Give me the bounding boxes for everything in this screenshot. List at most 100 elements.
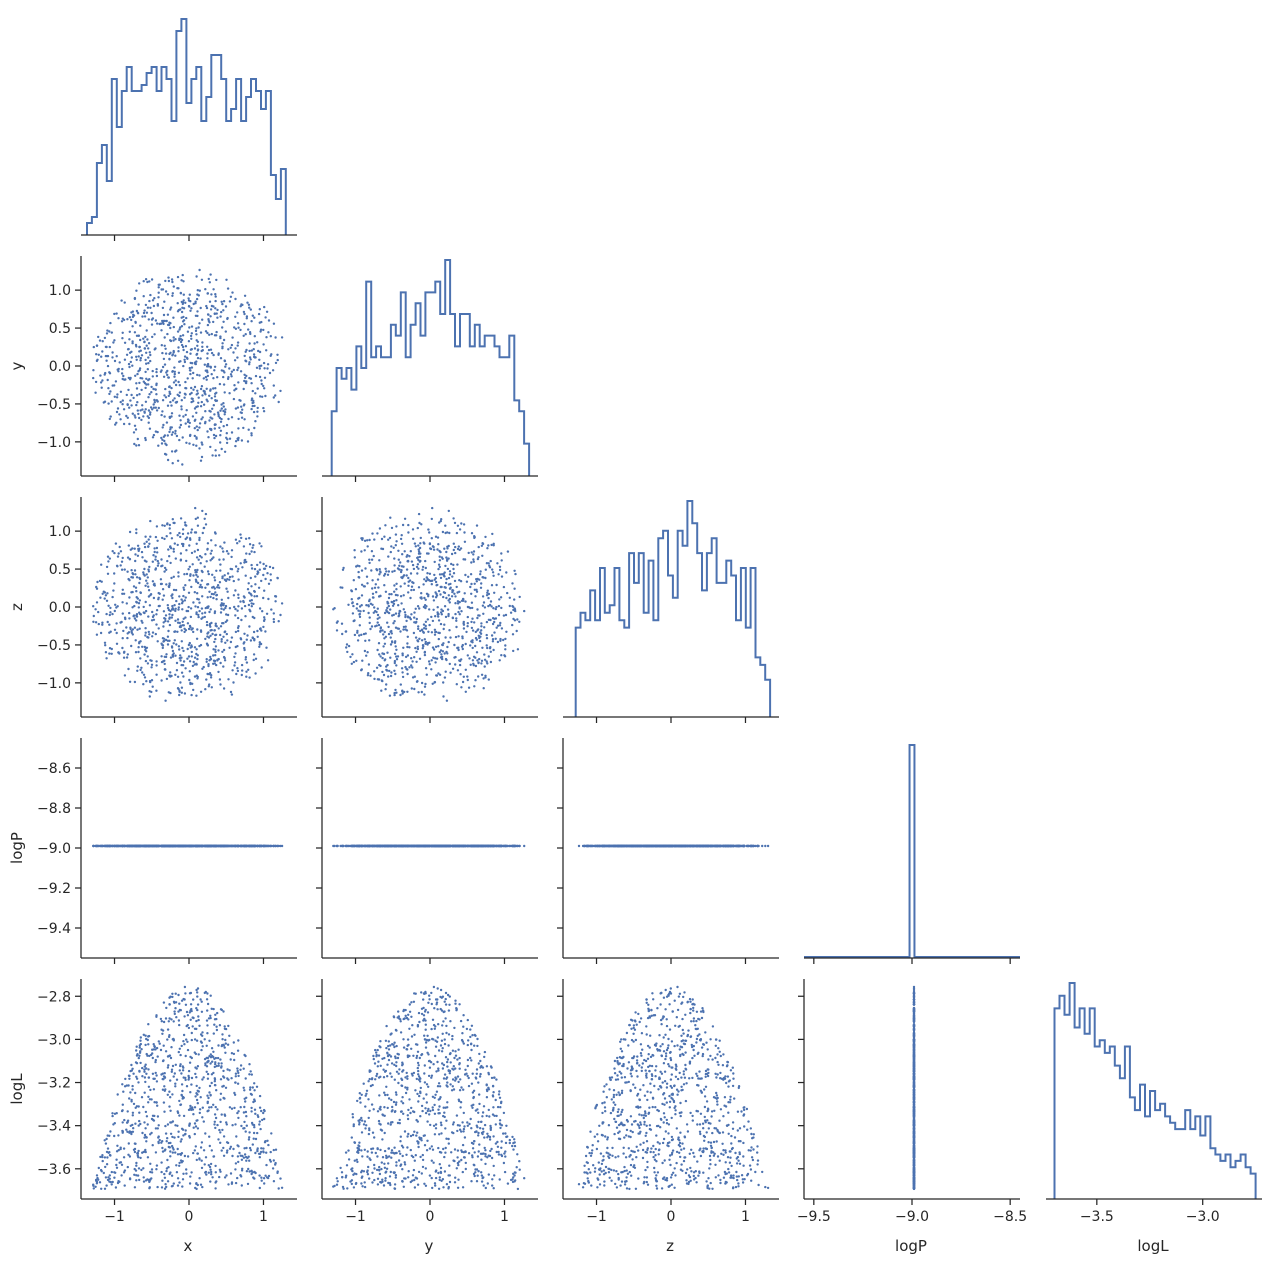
scatter-point	[369, 674, 372, 677]
scatter-point	[345, 646, 348, 649]
scatter-point	[183, 358, 186, 361]
scatter-point	[198, 585, 201, 589]
hist-step-x	[86, 18, 287, 235]
scatter-point	[425, 552, 429, 555]
scatter-point	[377, 586, 380, 589]
scatter-point	[113, 359, 117, 363]
scatter-point	[144, 584, 147, 587]
scatter-point	[228, 437, 232, 440]
scatter-point	[128, 530, 132, 534]
scatter-point	[454, 655, 457, 659]
scatter-point	[367, 605, 370, 608]
scatter-point	[419, 542, 422, 545]
scatter-point	[166, 373, 169, 377]
scatter-point	[368, 639, 371, 642]
scatter-point	[201, 570, 204, 574]
scatter-point	[214, 299, 217, 303]
scatter-point	[209, 559, 212, 562]
scatter-point	[214, 307, 217, 310]
scatter-point	[136, 665, 139, 668]
scatter-point	[467, 686, 471, 689]
scatter-point	[144, 634, 147, 637]
scatter-point	[236, 356, 239, 359]
scatter-point	[463, 592, 466, 595]
scatter-point	[177, 350, 180, 353]
scatter-point	[462, 620, 465, 624]
scatter-point	[131, 412, 134, 415]
scatter-point	[506, 550, 510, 553]
scatter-point	[446, 608, 450, 611]
scatter-point	[274, 595, 277, 598]
scatter-point	[453, 592, 456, 595]
scatter-point	[152, 596, 156, 600]
scatter-point	[506, 591, 509, 595]
scatter-point	[415, 680, 419, 683]
scatter-point	[117, 370, 120, 373]
scatter-point	[174, 609, 177, 613]
scatter-point	[267, 597, 270, 601]
scatter-point	[134, 428, 138, 431]
scatter-point	[279, 613, 282, 617]
scatter-point	[179, 654, 182, 657]
scatter-point	[369, 627, 372, 631]
scatter-point	[229, 640, 233, 644]
scatter-point	[448, 629, 451, 632]
scatter-point	[146, 662, 150, 665]
scatter-point	[128, 596, 131, 599]
scatter-point	[173, 372, 176, 376]
scatter-point	[177, 287, 180, 290]
scatter-point	[471, 659, 475, 662]
scatter-point	[403, 550, 406, 553]
scatter-point	[185, 350, 189, 354]
scatter-point	[448, 597, 451, 601]
scatter-point	[208, 281, 211, 284]
scatter-point	[389, 636, 392, 639]
scatter-point	[221, 622, 224, 625]
scatter-point	[162, 625, 165, 628]
scatter-point	[167, 276, 170, 279]
scatter-point	[151, 635, 154, 638]
scatter-point	[128, 558, 131, 561]
scatter-point	[447, 576, 451, 580]
scatter-point	[207, 572, 210, 576]
scatter-point	[401, 660, 404, 663]
scatter-point	[175, 449, 178, 452]
scatter-point	[470, 551, 473, 554]
scatter-point	[456, 602, 460, 605]
scatter-point	[135, 615, 139, 618]
scatter-point	[166, 620, 170, 623]
scatter-point	[260, 545, 263, 548]
scatter-point	[441, 530, 445, 534]
scatter-point	[231, 669, 234, 672]
scatter-point	[388, 593, 391, 596]
scatter-point	[258, 641, 261, 644]
scatter-point	[249, 358, 252, 361]
scatter-point	[256, 415, 259, 418]
scatter-point	[154, 632, 157, 636]
scatter-point	[188, 326, 191, 329]
scatter-point	[190, 644, 193, 647]
scatter-point	[125, 844, 129, 848]
scatter-point	[449, 671, 452, 674]
scatter-point	[481, 554, 484, 557]
scatter-point	[171, 596, 174, 600]
scatter-point	[101, 350, 104, 353]
scatter-point	[378, 527, 382, 530]
scatter-point	[217, 415, 220, 418]
scatter-point	[395, 588, 398, 591]
scatter-point	[106, 354, 110, 358]
scatter-point	[138, 577, 142, 581]
scatter-point	[181, 620, 184, 623]
scatter-point	[221, 302, 224, 306]
scatter-point	[341, 568, 345, 571]
scatter-point	[264, 316, 267, 319]
scatter-point	[160, 344, 163, 347]
scatter-point	[189, 433, 192, 437]
scatter-point	[379, 570, 382, 573]
scatter-point	[445, 550, 448, 554]
scatter-point	[414, 636, 418, 639]
scatter-point	[180, 408, 183, 411]
scatter-point	[248, 552, 251, 556]
scatter-point	[491, 568, 494, 571]
scatter-point	[130, 404, 133, 407]
